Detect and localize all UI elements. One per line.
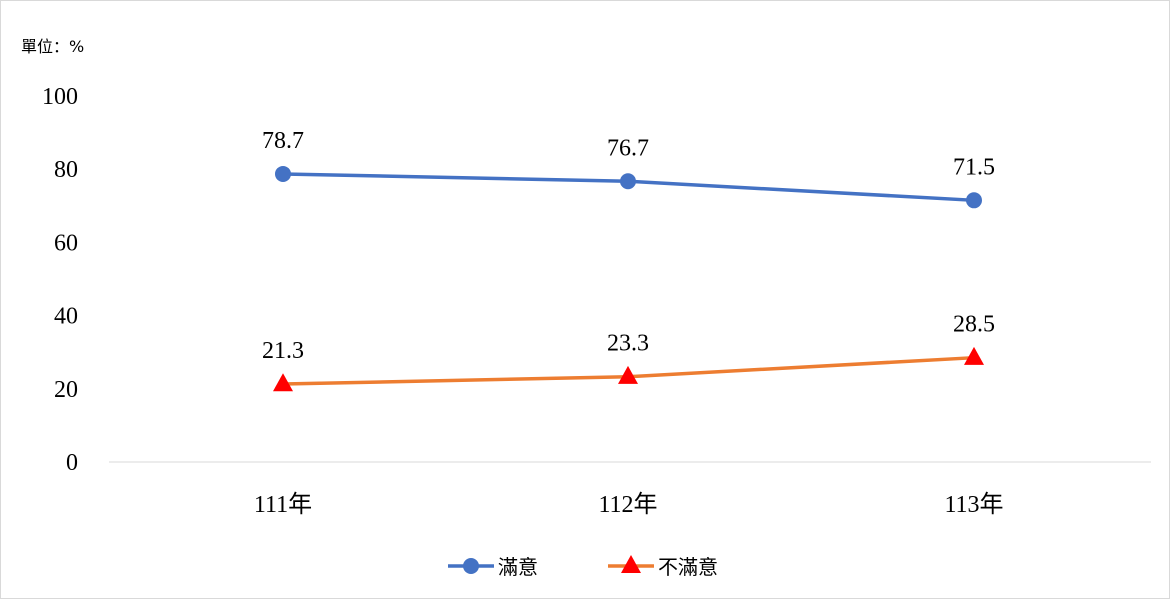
legend: 滿意 不滿意 [448, 555, 718, 579]
y-tick-label: 100 [42, 84, 78, 110]
x-tick-label: 112年 [598, 491, 657, 518]
data-label: 28.5 [953, 312, 995, 338]
x-axis-tick-labels: 111年 112年 113年 [254, 491, 1004, 518]
y-tick-label: 40 [54, 304, 78, 330]
legend-item-satisfied: 滿意 [448, 555, 538, 579]
data-point-marker [964, 346, 984, 365]
data-point-marker [275, 165, 291, 182]
data-label: 78.7 [262, 128, 304, 154]
data-point-marker [273, 373, 293, 392]
series-group: 78.7 76.7 71.5 21.3 23.3 28.5 [262, 128, 995, 392]
y-tick-label: 60 [54, 230, 78, 256]
x-tick-label: 113年 [944, 491, 1003, 518]
legend-marker [463, 558, 479, 574]
data-point-marker [618, 365, 638, 384]
x-tick-label: 111年 [254, 491, 312, 518]
data-point-marker [966, 192, 982, 209]
y-tick-label: 20 [54, 377, 78, 403]
legend-item-dissatisfied: 不滿意 [608, 555, 718, 579]
data-label: 76.7 [607, 135, 649, 161]
y-tick-label: 80 [54, 157, 78, 183]
data-label: 71.5 [953, 154, 995, 180]
legend-label: 滿意 [498, 555, 538, 579]
unit-label: 單位：% [21, 37, 84, 56]
y-axis-tick-labels: 0 20 40 60 80 100 [42, 84, 78, 476]
data-point-marker [620, 173, 636, 190]
data-label: 23.3 [607, 331, 649, 357]
legend-label: 不滿意 [658, 555, 718, 579]
data-label: 21.3 [262, 338, 304, 364]
y-tick-label: 0 [66, 450, 78, 476]
legend-marker [621, 555, 641, 573]
